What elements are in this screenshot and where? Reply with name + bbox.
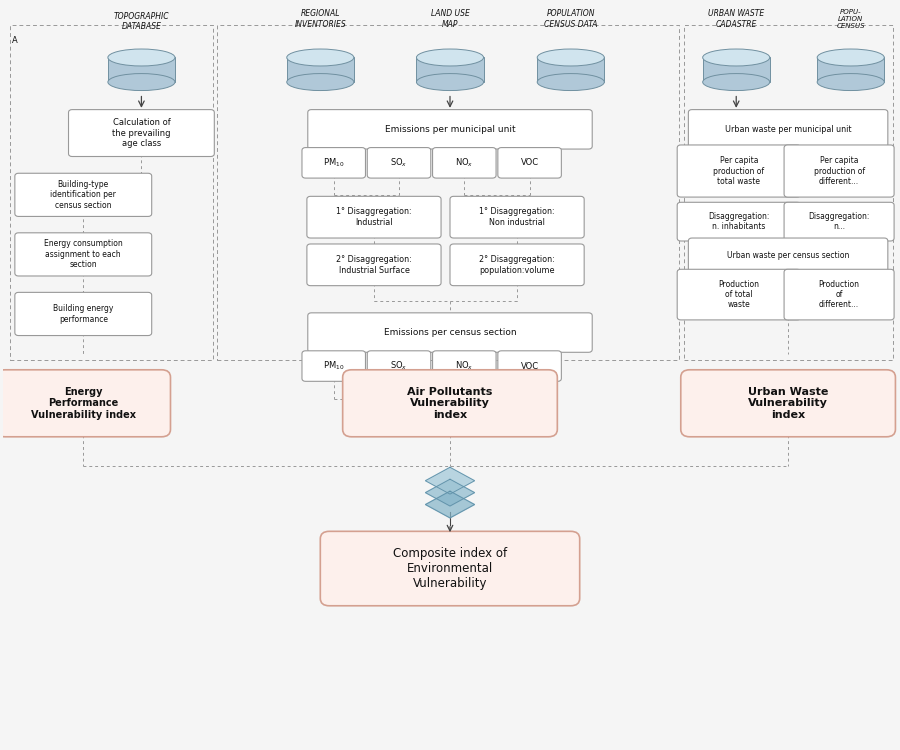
FancyBboxPatch shape: [498, 351, 562, 381]
Text: Emissions per municipal unit: Emissions per municipal unit: [384, 124, 516, 134]
FancyBboxPatch shape: [688, 110, 887, 149]
Text: Emissions per census section: Emissions per census section: [383, 328, 517, 337]
Bar: [417, 58, 483, 82]
FancyBboxPatch shape: [677, 202, 801, 241]
Text: SO$_x$: SO$_x$: [391, 360, 408, 372]
Ellipse shape: [817, 74, 885, 91]
Ellipse shape: [108, 49, 175, 66]
FancyBboxPatch shape: [308, 110, 592, 149]
Text: SO$_x$: SO$_x$: [391, 157, 408, 169]
Bar: [108, 58, 175, 82]
Text: Energy
Performance
Vulnerability index: Energy Performance Vulnerability index: [31, 387, 136, 420]
Text: Disaggregation:
n...: Disaggregation: n...: [808, 212, 869, 231]
FancyBboxPatch shape: [15, 232, 152, 276]
Text: Building energy
performance: Building energy performance: [53, 304, 113, 324]
Text: LAND USE
MAP: LAND USE MAP: [430, 10, 470, 28]
Ellipse shape: [417, 49, 483, 66]
FancyBboxPatch shape: [450, 244, 584, 286]
Bar: [287, 58, 354, 82]
Text: PM$_{10}$: PM$_{10}$: [323, 360, 345, 372]
Text: PM$_{10}$: PM$_{10}$: [323, 157, 345, 169]
FancyBboxPatch shape: [308, 313, 592, 352]
FancyBboxPatch shape: [367, 148, 431, 178]
Text: POPULATION
CENSUS DATA: POPULATION CENSUS DATA: [544, 10, 598, 28]
FancyBboxPatch shape: [367, 351, 431, 381]
Text: Calculation of
the prevailing
age class: Calculation of the prevailing age class: [112, 118, 171, 148]
Text: NO$_x$: NO$_x$: [455, 157, 473, 169]
Text: Composite index of
Environmental
Vulnerability: Composite index of Environmental Vulnera…: [393, 547, 507, 590]
FancyBboxPatch shape: [498, 148, 562, 178]
Bar: [817, 58, 885, 82]
FancyBboxPatch shape: [307, 244, 441, 286]
FancyBboxPatch shape: [68, 110, 214, 157]
Ellipse shape: [817, 49, 885, 66]
Text: VOC: VOC: [520, 362, 539, 370]
Text: A: A: [12, 36, 17, 45]
Text: REGIONAL
INVENTORIES: REGIONAL INVENTORIES: [294, 10, 346, 28]
FancyBboxPatch shape: [784, 269, 894, 320]
Text: Energy consumption
assignment to each
section: Energy consumption assignment to each se…: [44, 239, 122, 269]
Text: 1° Disaggregation:
Industrial: 1° Disaggregation: Industrial: [337, 208, 412, 227]
FancyBboxPatch shape: [450, 196, 584, 238]
FancyBboxPatch shape: [677, 269, 801, 320]
FancyBboxPatch shape: [677, 145, 801, 197]
Text: 2° Disaggregation:
population:volume: 2° Disaggregation: population:volume: [479, 255, 555, 274]
Bar: [703, 58, 770, 82]
FancyBboxPatch shape: [343, 370, 557, 436]
FancyBboxPatch shape: [688, 238, 887, 274]
Text: NO$_x$: NO$_x$: [455, 360, 473, 372]
Ellipse shape: [417, 74, 483, 91]
Text: Production
of total
waste: Production of total waste: [718, 280, 760, 310]
FancyBboxPatch shape: [302, 351, 365, 381]
Text: URBAN WASTE
CADASTRE: URBAN WASTE CADASTRE: [708, 10, 764, 28]
Text: Urban waste per municipal unit: Urban waste per municipal unit: [724, 124, 851, 134]
FancyBboxPatch shape: [433, 351, 496, 381]
FancyBboxPatch shape: [680, 370, 896, 436]
Text: Disaggregation:
n. inhabitants: Disaggregation: n. inhabitants: [708, 212, 770, 231]
Text: Per capita
production of
total waste: Per capita production of total waste: [714, 156, 764, 186]
Text: 2° Disaggregation:
Industrial Surface: 2° Disaggregation: Industrial Surface: [336, 255, 412, 274]
Text: Air Pollutants
Vulnerability
index: Air Pollutants Vulnerability index: [408, 387, 492, 420]
Bar: [537, 58, 604, 82]
Text: Urban Waste
Vulnerability
index: Urban Waste Vulnerability index: [748, 387, 828, 420]
FancyBboxPatch shape: [433, 148, 496, 178]
FancyBboxPatch shape: [15, 173, 152, 217]
Text: Building-type
identification per
census section: Building-type identification per census …: [50, 180, 116, 210]
Ellipse shape: [287, 74, 354, 91]
FancyBboxPatch shape: [0, 370, 170, 436]
Text: POPU-
LATION
CENSUS: POPU- LATION CENSUS: [836, 9, 865, 29]
Text: Production
of
different...: Production of different...: [819, 280, 859, 310]
Ellipse shape: [108, 74, 175, 91]
Polygon shape: [426, 479, 474, 506]
Ellipse shape: [537, 74, 604, 91]
Text: Urban waste per census section: Urban waste per census section: [727, 251, 850, 260]
Polygon shape: [426, 467, 474, 494]
Text: VOC: VOC: [520, 158, 539, 167]
Ellipse shape: [537, 49, 604, 66]
Text: Per capita
production of
different...: Per capita production of different...: [814, 156, 865, 186]
FancyBboxPatch shape: [784, 145, 894, 197]
FancyBboxPatch shape: [302, 148, 365, 178]
Text: 1° Disaggregation:
Non industrial: 1° Disaggregation: Non industrial: [480, 208, 555, 227]
FancyBboxPatch shape: [784, 202, 894, 241]
Text: TOPOGRAPHIC
DATABASE: TOPOGRAPHIC DATABASE: [113, 12, 169, 31]
Polygon shape: [426, 491, 474, 518]
FancyBboxPatch shape: [320, 531, 580, 606]
Ellipse shape: [703, 74, 770, 91]
Ellipse shape: [703, 49, 770, 66]
Ellipse shape: [287, 49, 354, 66]
FancyBboxPatch shape: [307, 196, 441, 238]
FancyBboxPatch shape: [15, 292, 152, 335]
